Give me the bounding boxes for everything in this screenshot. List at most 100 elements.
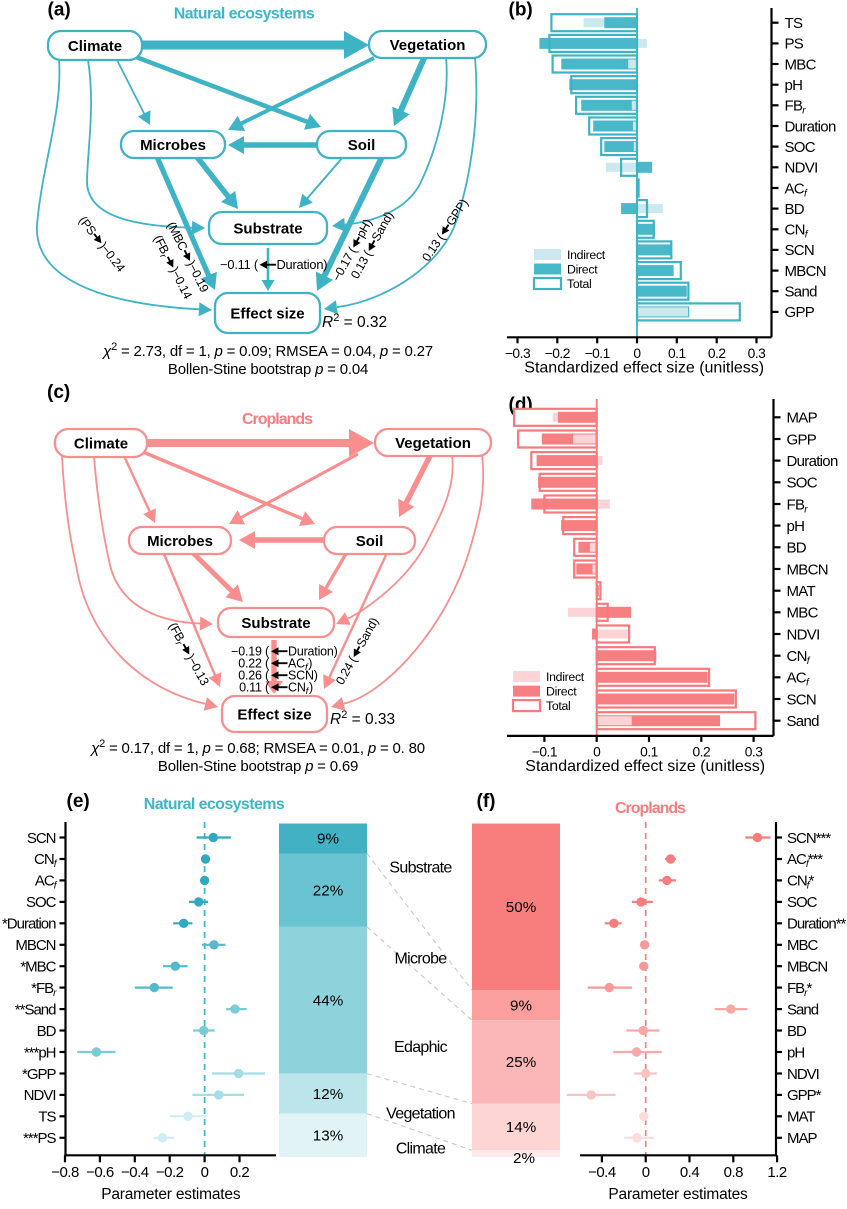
svg-text:pH: pH [785,77,803,94]
svg-text:Climate: Climate [396,1140,446,1157]
svg-text:0.1: 0.1 [668,346,686,361]
svg-text:TS: TS [38,1109,56,1126]
svg-text:MBC: MBC [787,937,819,954]
svg-text:GPP: GPP [785,304,815,321]
svg-text:SOC: SOC [787,475,818,492]
svg-text:Direct: Direct [567,262,598,276]
svg-text:SCN: SCN [787,691,817,708]
svg-text:(a): (a) [48,0,71,21]
svg-text:NDVI: NDVI [787,626,820,643]
svg-text:χ2 = 2.73, df = 1, p = 0.09;: χ2 = 2.73, df = 1, p = 0.09; RMSEA = 0.0… [101,341,433,360]
svg-text:9%: 9% [510,998,532,1015]
svg-text:PS: PS [785,36,804,53]
svg-text:Substrate: Substrate [233,220,302,237]
svg-text:22%: 22% [313,882,343,899]
svg-text:50%: 50% [506,899,536,916]
svg-text:−0.19 (: −0.19 ( [231,645,270,659]
svg-text:**Sand: **Sand [15,1001,56,1018]
svg-text:Croplands: Croplands [615,800,686,817]
svg-text:pH: pH [787,518,805,535]
svg-text:BD: BD [37,1023,57,1040]
svg-text:Effect size: Effect size [237,706,311,723]
svg-text:Duration: Duration [785,118,836,135]
svg-text:(b): (b) [509,0,533,21]
svg-text:Soil: Soil [348,137,376,154]
svg-text:Substrate: Substrate [241,615,310,632]
svg-text:Bollen-Stine bootstrap p = 0.0: Bollen-Stine bootstrap p = 0.04 [168,361,368,378]
svg-text:Indirect: Indirect [546,670,585,684]
svg-text:Microbe: Microbe [394,950,447,967]
svg-text:GPP*: GPP* [787,1087,822,1104]
svg-text:0.2: 0.2 [692,744,710,759]
svg-text:0.11 (: 0.11 ( [239,681,270,695]
svg-text:FBr*: FBr* [787,980,813,999]
svg-text:MBCN: MBCN [15,937,55,954]
svg-text:NDVI: NDVI [785,160,818,177]
svg-text:Microbes: Microbes [147,533,213,550]
svg-text:Parameter estimates: Parameter estimates [608,1186,748,1203]
svg-text:Soil: Soil [356,533,384,550]
svg-text:Duration): Duration) [288,645,338,659]
svg-text:0: 0 [201,1164,209,1181]
svg-text:Sand: Sand [787,1001,819,1018]
svg-text:Direct: Direct [546,684,577,698]
svg-text:Sand: Sand [787,713,820,730]
svg-text:−0.3: −0.3 [505,346,531,361]
svg-text:0.3: 0.3 [745,744,764,759]
svg-text:13%: 13% [313,1128,343,1145]
svg-text:Sand: Sand [785,284,818,301]
svg-text:0.2: 0.2 [230,1164,250,1181]
svg-text:MAT: MAT [787,583,816,600]
svg-text:MBCN: MBCN [787,561,828,578]
svg-text:Vegetation: Vegetation [386,1105,455,1122]
svg-text:2%: 2% [513,1150,535,1167]
svg-text:SCN): SCN) [288,669,318,683]
svg-text:−0.6: −0.6 [86,1164,114,1181]
svg-text:Total: Total [546,699,570,713]
svg-text:SOC: SOC [785,139,816,156]
svg-text:(c): (c) [47,382,70,403]
svg-text:Duration: Duration [787,453,838,470]
svg-text:FBr: FBr [787,496,809,515]
svg-text:0: 0 [642,1164,650,1181]
svg-text:*GPP: *GPP [22,1066,57,1083]
svg-text:MBC: MBC [787,605,819,622]
svg-text:0.2: 0.2 [708,346,726,361]
svg-text:−0.4: −0.4 [588,1164,616,1181]
svg-text:R2 = 0.33: R2 = 0.33 [330,709,395,728]
svg-text:0: 0 [593,744,601,759]
svg-text:−0.11 (: −0.11 ( [220,257,259,272]
svg-text:MBC: MBC [785,56,817,73]
svg-text:Parameter estimates: Parameter estimates [101,1186,241,1203]
svg-text:MBCN: MBCN [787,959,827,976]
svg-text:*Duration: *Duration [2,916,56,933]
svg-text:Duration**: Duration** [787,916,847,933]
svg-text:*MBC: *MBC [20,959,56,976]
svg-text:1.2: 1.2 [767,1164,787,1181]
svg-text:SOC: SOC [26,894,57,911]
svg-text:Natural ecosystems: Natural ecosystems [144,796,285,813]
svg-text:FBr: FBr [785,98,807,117]
svg-text:MAP: MAP [787,410,818,427]
svg-text:MAT: MAT [787,1109,815,1126]
svg-text:25%: 25% [506,1054,536,1071]
svg-text:SCN***: SCN*** [787,830,831,847]
svg-text:SCN: SCN [27,830,56,847]
svg-text:0.8: 0.8 [724,1164,744,1181]
svg-text:0.4: 0.4 [680,1164,700,1181]
svg-text:0.3: 0.3 [748,346,767,361]
svg-text:BD: BD [785,201,805,218]
svg-text:14%: 14% [506,1119,536,1136]
svg-text:Edaphic: Edaphic [394,1039,448,1056]
svg-text:SOC: SOC [787,894,818,911]
svg-text:12%: 12% [313,1086,343,1103]
svg-text:(e): (e) [67,791,90,812]
svg-text:Vegetation: Vegetation [395,435,471,452]
svg-text:MBCN: MBCN [785,263,826,280]
svg-text:Microbes: Microbes [140,137,206,154]
svg-text:SCN: SCN [785,242,815,259]
svg-text:0.1: 0.1 [640,744,658,759]
svg-text:−0.1: −0.1 [532,744,557,759]
svg-text:Standardized effect size (unit: Standardized effect size (unitless) [525,758,765,775]
svg-text:9%: 9% [317,831,339,848]
